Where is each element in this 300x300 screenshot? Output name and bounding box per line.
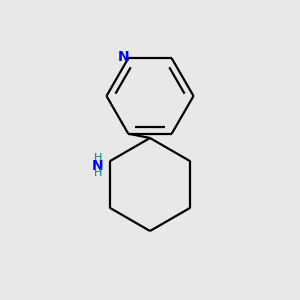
Text: H: H — [94, 153, 102, 163]
Text: N: N — [118, 50, 130, 64]
Text: N: N — [92, 159, 103, 173]
Text: H: H — [94, 168, 102, 178]
